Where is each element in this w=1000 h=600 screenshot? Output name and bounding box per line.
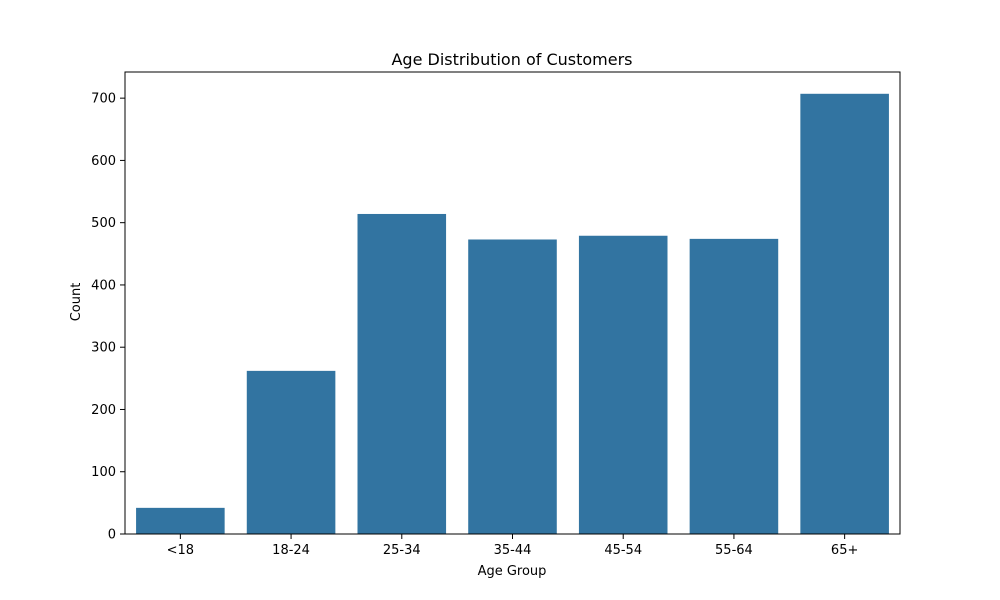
y-tick-label: 500 (91, 216, 116, 231)
x-tick-label: 35-44 (494, 543, 532, 558)
y-tick-label: 200 (91, 403, 116, 418)
y-tick-label: 0 (108, 528, 116, 543)
x-tick-label: 55-64 (715, 543, 753, 558)
y-tick-label: 700 (91, 92, 116, 107)
bar-6 (800, 93, 889, 534)
x-tick-label: 45-54 (604, 543, 642, 558)
y-tick-label: 300 (91, 341, 116, 356)
y-tick-label: 600 (91, 154, 116, 169)
bar-0 (136, 507, 225, 534)
y-axis-label: Count (69, 283, 84, 322)
x-tick-label: 65+ (831, 543, 858, 558)
y-tick-label: 100 (91, 465, 116, 480)
x-tick-label: <18 (167, 543, 194, 558)
chart-title: Age Distribution of Customers (391, 50, 632, 69)
bar-4 (578, 235, 668, 535)
x-tick-label: 25-34 (383, 543, 421, 558)
plot-frame (124, 71, 901, 535)
x-tick-label: 18-24 (272, 543, 310, 558)
bar-1 (246, 370, 336, 534)
y-tick-label: 400 (91, 278, 116, 293)
bars-group (136, 93, 889, 535)
bar-3 (468, 239, 557, 534)
bar-2 (357, 213, 447, 534)
y-axis: 0 100 200 300 400 500 600 700 (91, 92, 125, 543)
x-axis-label: Age Group (478, 564, 547, 579)
x-axis: <18 18-24 25-34 35-44 45-54 55-64 65+ (167, 534, 858, 558)
bar-5 (689, 238, 779, 534)
